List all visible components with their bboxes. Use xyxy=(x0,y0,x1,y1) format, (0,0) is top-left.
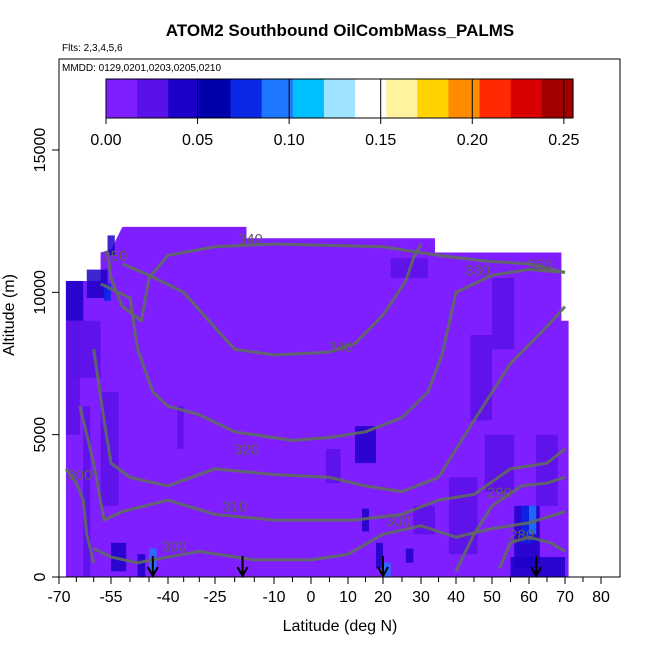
colorbar-segment xyxy=(510,79,543,118)
x-axis: -70 -55 -40 -25 -10 0 10 20 30 40 50 60 70 80 xyxy=(47,577,610,606)
contour-line xyxy=(454,475,566,572)
contour-line xyxy=(99,268,566,442)
contour-line xyxy=(92,305,567,494)
heatmap-cell xyxy=(376,542,383,569)
contour-label: 290 xyxy=(487,484,512,501)
heatmap-cell xyxy=(325,448,341,484)
heatmap-cell xyxy=(536,434,558,506)
colorbar-tick-label: 0.25 xyxy=(548,132,579,149)
heatmap-cell xyxy=(355,426,376,464)
heatmap-cell xyxy=(83,406,91,577)
x-tick-label: -55 xyxy=(99,589,122,606)
x-tick-label: 50 xyxy=(483,589,501,606)
x-tick-label: 80 xyxy=(592,589,610,606)
heatmap-cell xyxy=(177,406,184,449)
colorbar-segment xyxy=(230,79,263,118)
heatmap-cell xyxy=(104,283,111,301)
x-tick-label: -70 xyxy=(47,589,70,606)
heatmap-envelope xyxy=(65,226,569,578)
heatmap-cell xyxy=(510,557,565,577)
colorbar-segment xyxy=(448,79,481,118)
heatmap-cell xyxy=(137,554,146,577)
contour-line xyxy=(498,535,566,570)
location-arrow-head xyxy=(236,566,249,579)
x-tick-label: -10 xyxy=(262,589,285,606)
heatmap-cell xyxy=(107,235,115,256)
contour-label: 340 xyxy=(238,231,263,248)
colorbar-segment xyxy=(292,79,325,118)
colorbar-segment xyxy=(417,79,450,118)
x-tick-label: 10 xyxy=(339,589,357,606)
colorbar-segment xyxy=(168,79,200,118)
x-tick-label: 60 xyxy=(520,589,538,606)
location-arrow-head xyxy=(146,566,159,579)
contour-label: 300 xyxy=(162,538,187,555)
x-tick-label: -25 xyxy=(203,589,226,606)
heatmap-cell xyxy=(111,542,127,572)
chart-title: ATOM2 Southbound OilCombMass_PALMS xyxy=(166,21,515,40)
x-tick-label: 70 xyxy=(556,589,574,606)
contour-line xyxy=(121,243,423,357)
colorbar-tick-label: 0.20 xyxy=(457,132,488,149)
heatmap-cell xyxy=(65,320,80,435)
x-tick-label: 40 xyxy=(447,589,465,606)
colorbar-tick-label: 0.15 xyxy=(365,132,396,149)
colorbar-tick-label: 0.00 xyxy=(90,132,121,149)
heatmap-layer xyxy=(65,226,569,578)
location-arrow-head xyxy=(377,566,389,579)
colorbar-segment xyxy=(137,79,169,118)
location-arrow-head xyxy=(530,566,543,579)
heatmap-cell xyxy=(449,477,478,555)
contour-label: 280 xyxy=(509,527,534,544)
colorbar-tick-label: 0.10 xyxy=(274,132,305,149)
heatmap-cell xyxy=(65,280,84,321)
contour-label: 340 xyxy=(328,339,353,356)
contour-label: 300 xyxy=(386,513,411,530)
contour-label: 310 xyxy=(222,499,247,516)
contour-label: 300 xyxy=(67,467,92,484)
contour-label: 350 xyxy=(102,248,127,265)
arrow-layer xyxy=(146,556,543,579)
x-tick-label: 30 xyxy=(412,589,430,606)
dates-subtitle: MMDD: 0129,0201,0203,0205,0210 xyxy=(62,63,221,74)
plot-frame xyxy=(58,58,621,578)
heatmap-cell xyxy=(405,548,414,563)
colorbar-segment xyxy=(541,79,574,118)
contour-label: 320 xyxy=(234,442,259,459)
colorbar-segment xyxy=(106,79,138,118)
colorbar-segment xyxy=(261,79,294,118)
x-tick-label: 20 xyxy=(374,589,392,606)
x-tick-label: 0 xyxy=(307,589,316,606)
colorbar-segment xyxy=(386,79,418,118)
colorbar-segment xyxy=(323,79,356,118)
colorbar-tick-label: 0.05 xyxy=(182,132,213,149)
contour-line xyxy=(64,467,96,564)
heatmap-cell xyxy=(492,278,515,350)
y-tick-label: 15000 xyxy=(32,128,49,173)
x-axis-title: Latitude (deg N) xyxy=(283,618,398,635)
flights-subtitle: Flts: 2,3,4,5,6 xyxy=(62,43,123,54)
y-tick-label: 0 xyxy=(32,572,49,581)
colorbar-segment xyxy=(355,79,387,118)
contour-label: 330 xyxy=(465,262,490,279)
colorbar-segment xyxy=(479,79,512,118)
contour-line xyxy=(93,510,566,565)
heatmap-cell xyxy=(86,269,108,299)
heatmap-cell xyxy=(529,505,537,535)
x-tick-label: -40 xyxy=(156,589,179,606)
y-axis-title: Altitude (m) xyxy=(1,274,18,356)
colorbar-segment xyxy=(199,79,232,118)
contour-line xyxy=(106,242,566,323)
colorbar: 0.00 0.05 0.10 0.15 0.20 0.25 xyxy=(90,78,580,149)
y-tick-label: 10000 xyxy=(32,270,49,315)
contour-line xyxy=(78,405,566,522)
y-axis: 0 5000 10000 15000 xyxy=(32,128,59,581)
y-tick-label: 5000 xyxy=(32,417,49,453)
